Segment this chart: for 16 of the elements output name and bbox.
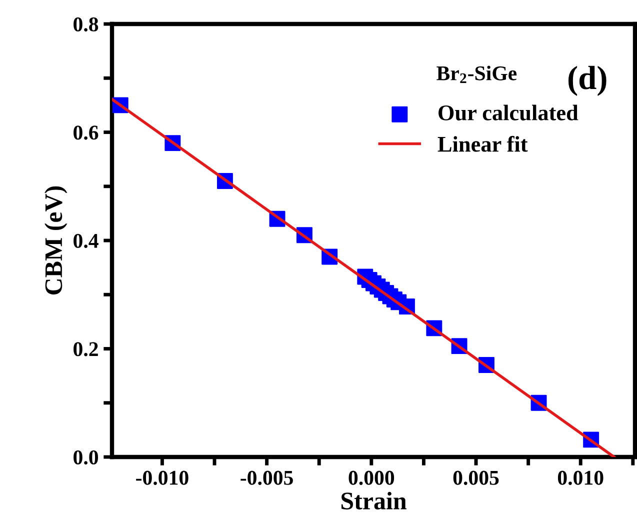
legend-label: Linear fit — [438, 136, 528, 152]
x-tick-label: 0.010 — [558, 470, 604, 485]
x-tick-label: 0.000 — [348, 470, 394, 485]
x-axis-title: Strain — [341, 492, 406, 510]
y-axis-title: CBM (eV) — [44, 186, 68, 294]
y-tick-label: 0.2 — [74, 342, 98, 356]
y-tick-label: 0.6 — [74, 126, 98, 140]
y-tick-label: 0.4 — [74, 234, 98, 248]
y-tick-label: 0.8 — [74, 17, 98, 32]
y-tick-label: 0.0 — [74, 450, 98, 465]
annotation: Br$_{2}$-SiGe — [436, 66, 517, 84]
annotation: (d) — [568, 66, 606, 96]
legend-label: Our calculated — [438, 104, 578, 120]
x-tick-label: -0.005 — [240, 470, 293, 485]
x-tick-label: 0.005 — [453, 470, 499, 485]
x-tick-label: -0.010 — [136, 470, 188, 485]
